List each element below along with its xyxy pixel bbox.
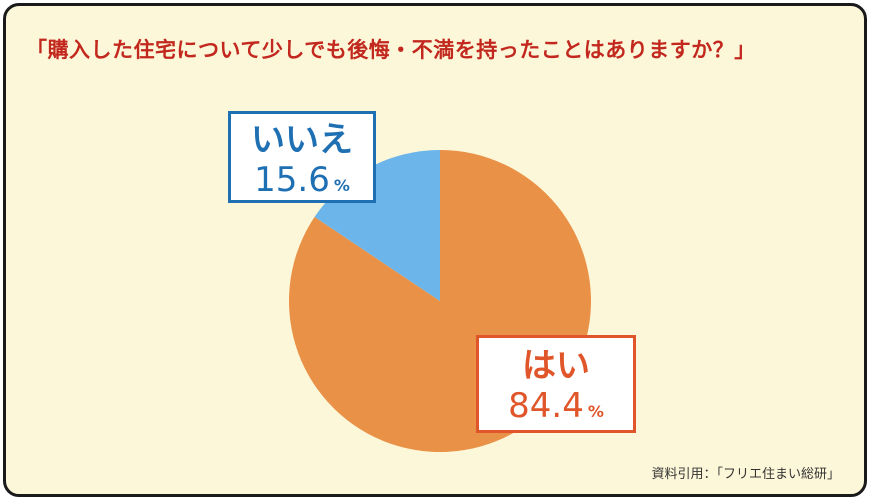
source-credit: 資料引用：「フリエ住まい総研」: [651, 467, 840, 482]
label-box-no: いいえ 15.6%: [228, 111, 376, 203]
label-box-yes: はい 84.4%: [476, 335, 636, 433]
slice-unit-no: %: [333, 176, 350, 195]
slice-label-no: いいえ: [251, 120, 353, 160]
slice-label-yes: はい: [522, 346, 590, 386]
chart-title: 「購入した住宅について少しでも後悔・不満を持ったことはありますか？」: [26, 38, 756, 62]
slice-value-yes: 84.4%: [479, 386, 633, 432]
slice-value-yes-number: 84.4: [508, 386, 584, 426]
slice-unit-yes: %: [587, 402, 604, 421]
slice-value-no-number: 15.6: [254, 160, 330, 200]
slice-value-no: 15.6%: [231, 160, 373, 206]
